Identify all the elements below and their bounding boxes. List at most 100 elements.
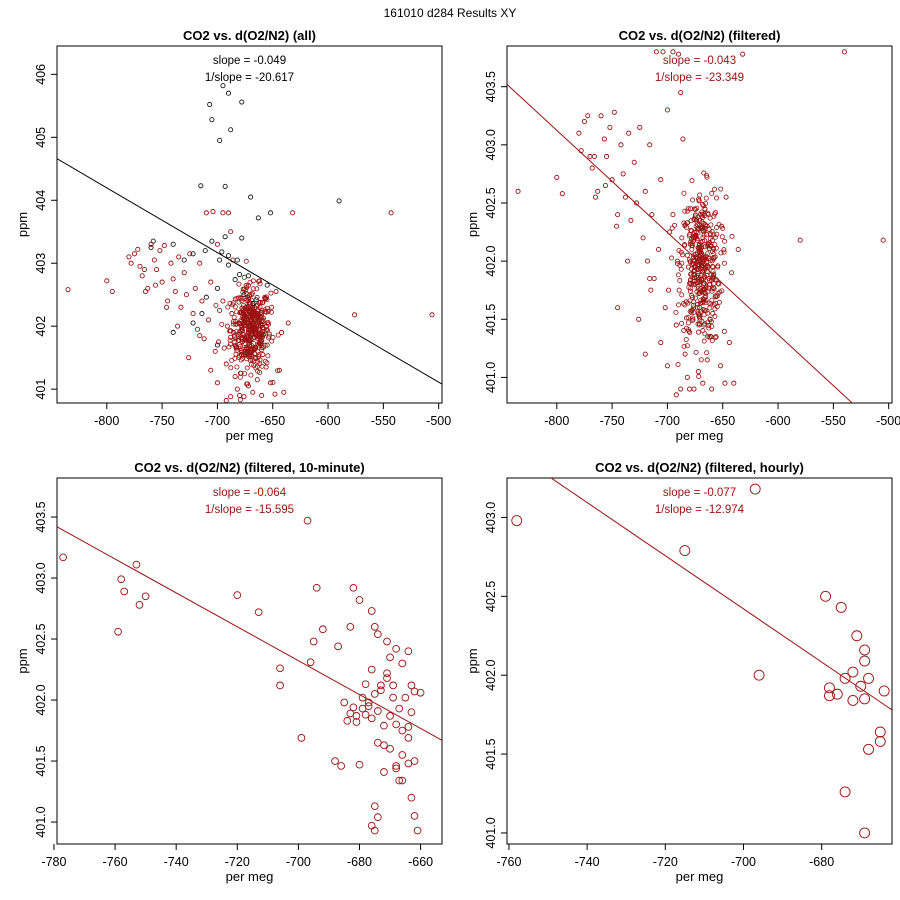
data-point [210, 209, 216, 215]
data-point [410, 687, 419, 696]
data-point [611, 109, 617, 115]
cluster-point [702, 264, 708, 270]
data-point [797, 237, 803, 243]
cluster-point [239, 352, 245, 358]
cluster-point [705, 319, 711, 325]
cluster-point [257, 369, 263, 375]
cluster-point [697, 290, 703, 296]
data-point [855, 680, 867, 692]
data-point [201, 336, 207, 342]
cluster-point [261, 331, 267, 337]
data-point [253, 297, 259, 303]
cluster-point [680, 252, 686, 258]
y-tick-label: 401 [34, 379, 48, 400]
data-point [120, 587, 129, 596]
data-point [691, 386, 697, 392]
data-point [383, 637, 391, 646]
cluster-point [259, 345, 265, 351]
data-point [238, 295, 244, 301]
data-point [222, 183, 228, 189]
cluster-point [238, 347, 244, 353]
cluster-point [243, 350, 249, 356]
cluster-point [698, 277, 704, 283]
data-point [686, 386, 693, 392]
data-point [713, 334, 719, 340]
data-point [859, 693, 871, 705]
panel-2: CO2 vs. d(O2/N2) (filtered) -800 -750 -700 -… [465, 28, 900, 443]
data-point [355, 596, 364, 604]
data-point [161, 243, 167, 249]
data-point [407, 793, 416, 802]
data-point [186, 355, 192, 361]
data-point [404, 723, 413, 731]
panel-1: CO2 vs. d(O2/N2) (all) -800 -750 -700 -650 -6… [15, 28, 451, 443]
cluster-point [714, 231, 720, 237]
data-point [198, 183, 204, 189]
data-point [197, 333, 203, 339]
cluster-point [701, 338, 707, 344]
x-tick-label: -740 [575, 855, 600, 869]
data-point [117, 575, 126, 584]
slope-annotation: slope = -0.077 [663, 487, 736, 499]
cluster-point [718, 186, 724, 192]
cluster-point [702, 206, 708, 212]
cluster-point [695, 280, 701, 286]
cluster-point [691, 299, 697, 305]
plot-frame [56, 477, 443, 845]
cluster-point [709, 237, 715, 243]
data-point [511, 515, 523, 527]
data-point [228, 394, 234, 400]
cluster-point [707, 232, 713, 238]
y-axis-label: ppm [15, 648, 30, 673]
cluster-point [243, 282, 249, 288]
cluster-point [711, 285, 717, 291]
data-point [367, 821, 376, 830]
data-point [618, 142, 624, 148]
data-point [386, 712, 394, 720]
data-point [665, 287, 672, 293]
cluster-point [672, 222, 678, 228]
cluster-point [712, 186, 718, 192]
x-tick-label: -650 [260, 414, 285, 428]
cluster-point [706, 323, 712, 329]
data-point [276, 681, 284, 690]
data-point [581, 119, 587, 125]
cluster-point [692, 206, 698, 212]
cluster-point [716, 281, 722, 287]
cluster-point [689, 228, 695, 234]
y-tick-label: 404 [34, 190, 48, 211]
data-point [128, 260, 134, 266]
data-point [673, 322, 679, 328]
data-point [255, 215, 261, 221]
data-point [276, 367, 282, 373]
data-point [172, 289, 178, 295]
cluster-point [685, 264, 691, 270]
data-point [352, 312, 358, 318]
data-point [395, 776, 404, 785]
data-point [250, 389, 256, 395]
data-point [168, 260, 174, 266]
cluster-point [248, 331, 254, 337]
scatter-panels: CO2 vs. d(O2/N2) (all) -800 -750 -700 -650 -6… [15, 28, 900, 884]
data-point [389, 693, 397, 702]
data-point [312, 583, 321, 592]
data-point [429, 312, 435, 318]
data-point [290, 210, 296, 216]
cluster-point [233, 321, 239, 327]
data-point [370, 802, 379, 811]
cluster-point [692, 214, 698, 220]
data-point [175, 323, 181, 329]
data-point [719, 223, 725, 229]
data-point [726, 339, 732, 346]
data-point [683, 299, 689, 305]
y-tick-label: 403 [34, 253, 48, 274]
data-point [709, 386, 715, 392]
data-point [178, 304, 184, 310]
cluster-point [698, 261, 704, 267]
data-point [859, 644, 871, 656]
cluster-point [708, 222, 714, 228]
cluster-point [239, 326, 245, 332]
data-point [104, 278, 110, 284]
cluster-point [244, 345, 250, 351]
cluster-point [213, 302, 219, 308]
